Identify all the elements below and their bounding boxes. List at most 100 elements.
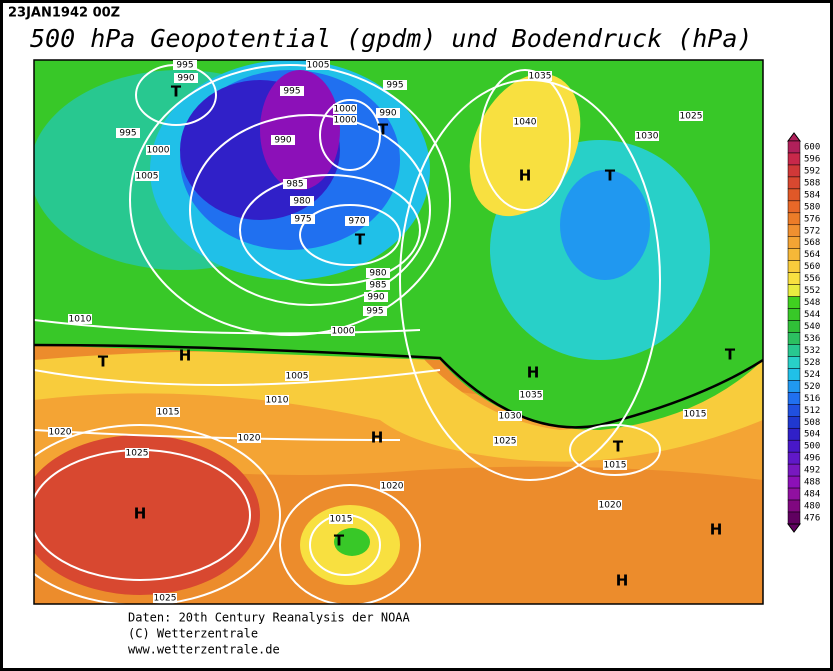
- colorbar-label: 572: [804, 226, 820, 236]
- isobar-label: 1000: [147, 146, 170, 156]
- label-bg: [271, 135, 295, 145]
- label-bg: [683, 409, 707, 419]
- isobar-label: 1025: [154, 594, 177, 604]
- label-bg: [125, 448, 149, 458]
- isobar-label: 980: [369, 269, 386, 279]
- colorbar-label: 524: [804, 370, 820, 380]
- label-bg: [635, 131, 659, 141]
- label-bg: [48, 427, 72, 437]
- colorbar-label: 520: [804, 382, 820, 392]
- colorbar-cell: [787, 296, 801, 309]
- pressure-center: T: [378, 121, 389, 139]
- isobar-label: 995: [386, 81, 403, 91]
- label-bg: [306, 60, 330, 70]
- colorbar-cell: [787, 140, 801, 154]
- colorbar-cell: [787, 176, 801, 190]
- label-bg: [291, 214, 315, 224]
- label-bg: [265, 395, 289, 405]
- colorbar-label: 536: [804, 334, 820, 344]
- colorbar-label: 496: [804, 454, 820, 464]
- label-bg: [280, 86, 304, 96]
- label-bg: [513, 117, 537, 127]
- isobar-label: 1015: [157, 408, 180, 418]
- colorbar-cell: [787, 224, 801, 238]
- pressure-center: H: [371, 429, 384, 447]
- colorbar-label: 584: [804, 190, 820, 200]
- label-bg: [493, 436, 517, 446]
- isobar-label: 1025: [126, 449, 149, 459]
- isobar-label: 1030: [499, 412, 522, 422]
- colorbar-cell: [787, 356, 801, 369]
- isobar-label: 1015: [604, 461, 627, 471]
- colorbar-cell: [787, 344, 801, 357]
- colorbar-cell: [787, 188, 801, 202]
- label-bg: [333, 115, 357, 125]
- isobar-label: 1000: [332, 327, 355, 337]
- colorbar-label: 476: [804, 514, 820, 524]
- title: 500 hPa Geopotential (gpdm) und Bodendru…: [30, 24, 752, 53]
- isobar-label: 980: [293, 197, 310, 207]
- isobar-label: 985: [286, 180, 303, 190]
- label-bg: [174, 73, 198, 83]
- colorbar-label: 504: [804, 430, 820, 440]
- colorbar-cell: [787, 308, 801, 321]
- colorbar-cell: [787, 236, 801, 249]
- isobar-label: 970: [348, 217, 365, 227]
- colorbar-label: 592: [804, 166, 820, 176]
- label-bg: [498, 411, 522, 421]
- isobar-label: 990: [379, 109, 396, 119]
- label-bg: [135, 171, 159, 181]
- colorbar-label: 580: [804, 202, 820, 212]
- label-bg: [331, 326, 355, 336]
- isobar-label: 1035: [520, 391, 543, 401]
- colorbar-cell: [787, 332, 801, 345]
- colorbar-cell: [787, 404, 801, 417]
- colorbar-label: 484: [804, 490, 820, 500]
- isobar-label: 1015: [330, 515, 353, 525]
- pressure-center: H: [710, 521, 723, 539]
- pressure-center: H: [519, 167, 532, 185]
- isobar-label: 985: [369, 281, 386, 291]
- colorbar-label: 596: [804, 154, 820, 164]
- pressure-center: T: [171, 83, 182, 101]
- pressure-center: T: [605, 167, 616, 185]
- label-bg: [146, 145, 170, 155]
- colorbar-label: 480: [804, 502, 820, 512]
- colorbar-cell: [787, 164, 801, 178]
- pressure-center: T: [613, 438, 624, 456]
- colorbar-label: 564: [804, 250, 820, 260]
- label-bg: [329, 514, 353, 524]
- isobar-label: 990: [274, 136, 291, 146]
- colorbar-cell: [787, 260, 801, 273]
- colorbar-label: 576: [804, 214, 820, 224]
- label-bg: [363, 306, 387, 316]
- colorbar-cell: [787, 380, 801, 393]
- isobar-label: 995: [366, 307, 383, 317]
- isobar-label: 1005: [307, 61, 330, 71]
- label-bg: [116, 128, 140, 138]
- label-bg: [285, 371, 309, 381]
- label-bg: [598, 500, 622, 510]
- label-bg: [345, 216, 369, 226]
- label-bg: [237, 433, 261, 443]
- isobar-label: 1020: [381, 482, 404, 492]
- colorbar-label: 544: [804, 310, 820, 320]
- isobar-label: 1005: [136, 172, 159, 182]
- colorbar-cell: [787, 284, 801, 297]
- footer-line: Daten: 20th Century Reanalysis der NOAA: [128, 611, 411, 625]
- label-bg: [156, 407, 180, 417]
- colorbar-label: 588: [804, 178, 820, 188]
- label-bg: [364, 292, 388, 302]
- label-bg: [290, 196, 314, 206]
- colorbar-label: 492: [804, 466, 820, 476]
- isobar-label: 1025: [494, 437, 517, 447]
- colorbar-cell: [787, 320, 801, 333]
- colorbar-label: 512: [804, 406, 820, 416]
- label-bg: [603, 460, 627, 470]
- label-bg: [173, 60, 197, 70]
- isobar-label: 1020: [49, 428, 72, 438]
- isobar-label: 975: [294, 215, 311, 225]
- pressure-center: H: [616, 572, 629, 590]
- isobar-label: 1025: [680, 112, 703, 122]
